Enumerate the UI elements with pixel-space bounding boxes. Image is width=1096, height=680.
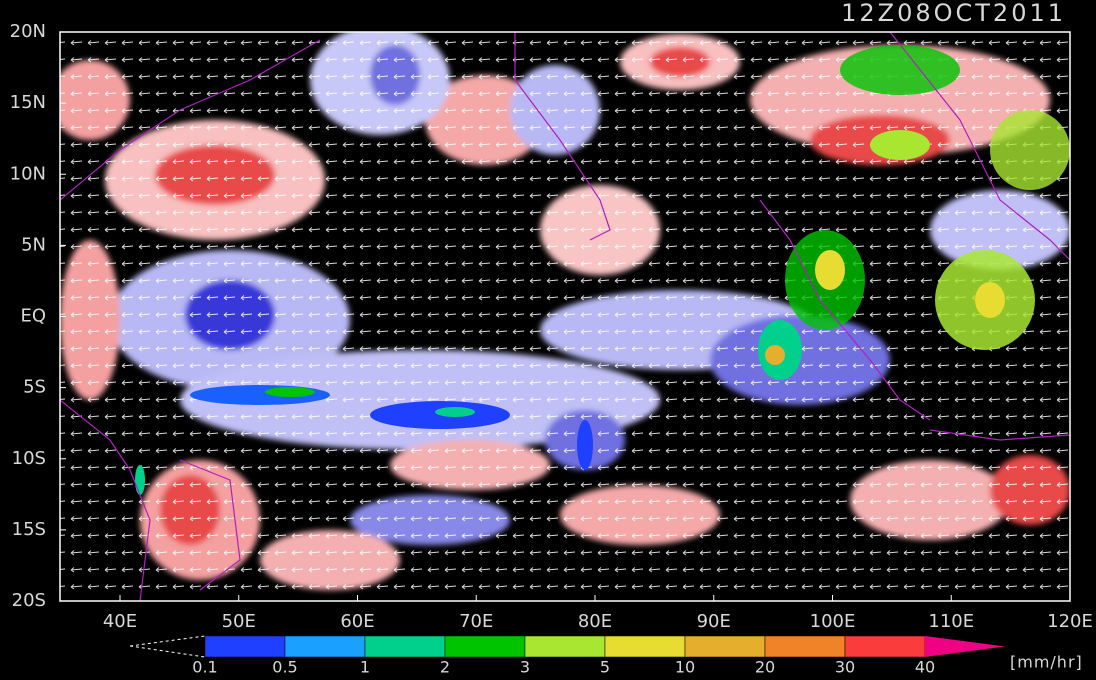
- map-area: [60, 32, 1070, 601]
- colorbar-label: 40: [915, 658, 935, 677]
- colorbar-label: 0.5: [272, 658, 297, 677]
- colorbar-box: [444, 635, 526, 658]
- latitude-label: 20N: [10, 21, 46, 42]
- colorbar-label: 20: [755, 658, 775, 677]
- precipitation: [135, 45, 1070, 495]
- longitude-label: 60E: [340, 611, 374, 632]
- colorbar-label: 30: [835, 658, 855, 677]
- colorbar-box: [764, 635, 846, 658]
- colorbar-label: 2: [440, 658, 450, 677]
- colorbar-box: [844, 635, 926, 658]
- map-title: 12Z08OCT2011: [841, 0, 1066, 27]
- colorbar-lower-extension: [129, 635, 206, 658]
- coastlines: [60, 32, 1070, 601]
- wind-vectors: [60, 32, 1070, 601]
- colorbar-box: [204, 635, 286, 658]
- latitude-label: 15S: [12, 519, 46, 540]
- colorbar-label: 1: [360, 658, 370, 677]
- colorbar-label: 10: [675, 658, 695, 677]
- longitude-label: 90E: [697, 611, 731, 632]
- colorbar-upper-extension: [925, 636, 1005, 657]
- longitude-label: 110E: [928, 611, 974, 632]
- longitude-label: 40E: [103, 611, 137, 632]
- colorbar-box: [364, 635, 446, 658]
- colorbar-label: 0.1: [192, 658, 217, 677]
- colorbar-label: 3: [520, 658, 530, 677]
- latitude-label: 5N: [21, 234, 46, 255]
- colorbar-unit: [mm/hr]: [1010, 653, 1083, 672]
- longitude-label: 120E: [1047, 611, 1093, 632]
- colorbar-box: [684, 635, 766, 658]
- longitude-label: 100E: [810, 611, 856, 632]
- latitude-label: 5S: [23, 377, 46, 398]
- colorbar-box: [524, 635, 606, 658]
- latitude-label: EQ: [20, 306, 46, 327]
- longitude-label: 50E: [222, 611, 256, 632]
- longitude-label: 70E: [459, 611, 493, 632]
- latitude-label: 10S: [12, 448, 46, 469]
- colorbar-box: [284, 635, 366, 658]
- latitude-label: 15N: [10, 92, 46, 113]
- latitude-label: 10N: [10, 163, 46, 184]
- colorbar-box: [604, 635, 686, 658]
- latitude-label: 20S: [12, 590, 46, 611]
- longitude-label: 80E: [578, 611, 612, 632]
- colorbar-label: 5: [600, 658, 610, 677]
